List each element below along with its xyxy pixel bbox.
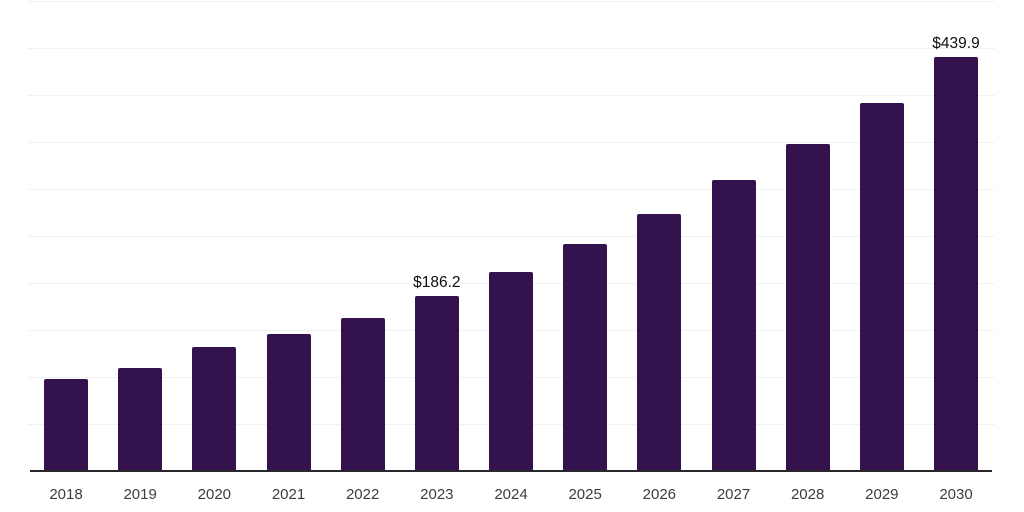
gridline-y-300 bbox=[28, 189, 995, 190]
data-label-2030: $439.9 bbox=[932, 35, 980, 53]
bar-2026 bbox=[637, 214, 682, 471]
bar-2021 bbox=[266, 333, 311, 471]
x-tick-label-2028: 2028 bbox=[790, 486, 825, 503]
x-tick-label-2019: 2019 bbox=[123, 486, 157, 503]
bar-2027 bbox=[711, 179, 756, 471]
bar-2029 bbox=[859, 103, 904, 471]
bar-2023 bbox=[414, 295, 459, 471]
x-tick-label-2029: 2029 bbox=[865, 486, 899, 503]
x-tick-label-2022: 2022 bbox=[345, 486, 380, 503]
x-tick-label-2020: 2020 bbox=[197, 486, 232, 503]
x-tick-label-2024: 2024 bbox=[494, 486, 528, 503]
x-tick-label-2021: 2021 bbox=[271, 486, 306, 503]
data-label-2023: $186.2 bbox=[413, 273, 461, 291]
bar-2019 bbox=[118, 367, 163, 471]
gridline-y-250 bbox=[28, 236, 995, 237]
x-axis-line bbox=[30, 470, 992, 472]
gridline-y-450 bbox=[28, 48, 995, 49]
gridline-y-500 bbox=[28, 1, 995, 2]
x-tick-label-2027: 2027 bbox=[716, 486, 751, 503]
gridline-y-350 bbox=[28, 142, 995, 143]
x-tick-label-2023: 2023 bbox=[420, 486, 454, 503]
gridline-y-400 bbox=[28, 95, 995, 96]
bar-2030 bbox=[934, 57, 978, 471]
x-tick-label-2026: 2026 bbox=[642, 486, 677, 503]
bar-2025 bbox=[563, 244, 608, 471]
bar-2018 bbox=[44, 378, 88, 471]
bar-2020 bbox=[192, 346, 237, 471]
bar-2028 bbox=[785, 143, 830, 471]
bar-2022 bbox=[340, 317, 385, 471]
bar-2024 bbox=[489, 271, 533, 471]
x-tick-label-2025: 2025 bbox=[568, 486, 602, 503]
x-tick-label-2030: 2030 bbox=[939, 486, 973, 503]
x-tick-label-2018: 2018 bbox=[49, 486, 83, 503]
